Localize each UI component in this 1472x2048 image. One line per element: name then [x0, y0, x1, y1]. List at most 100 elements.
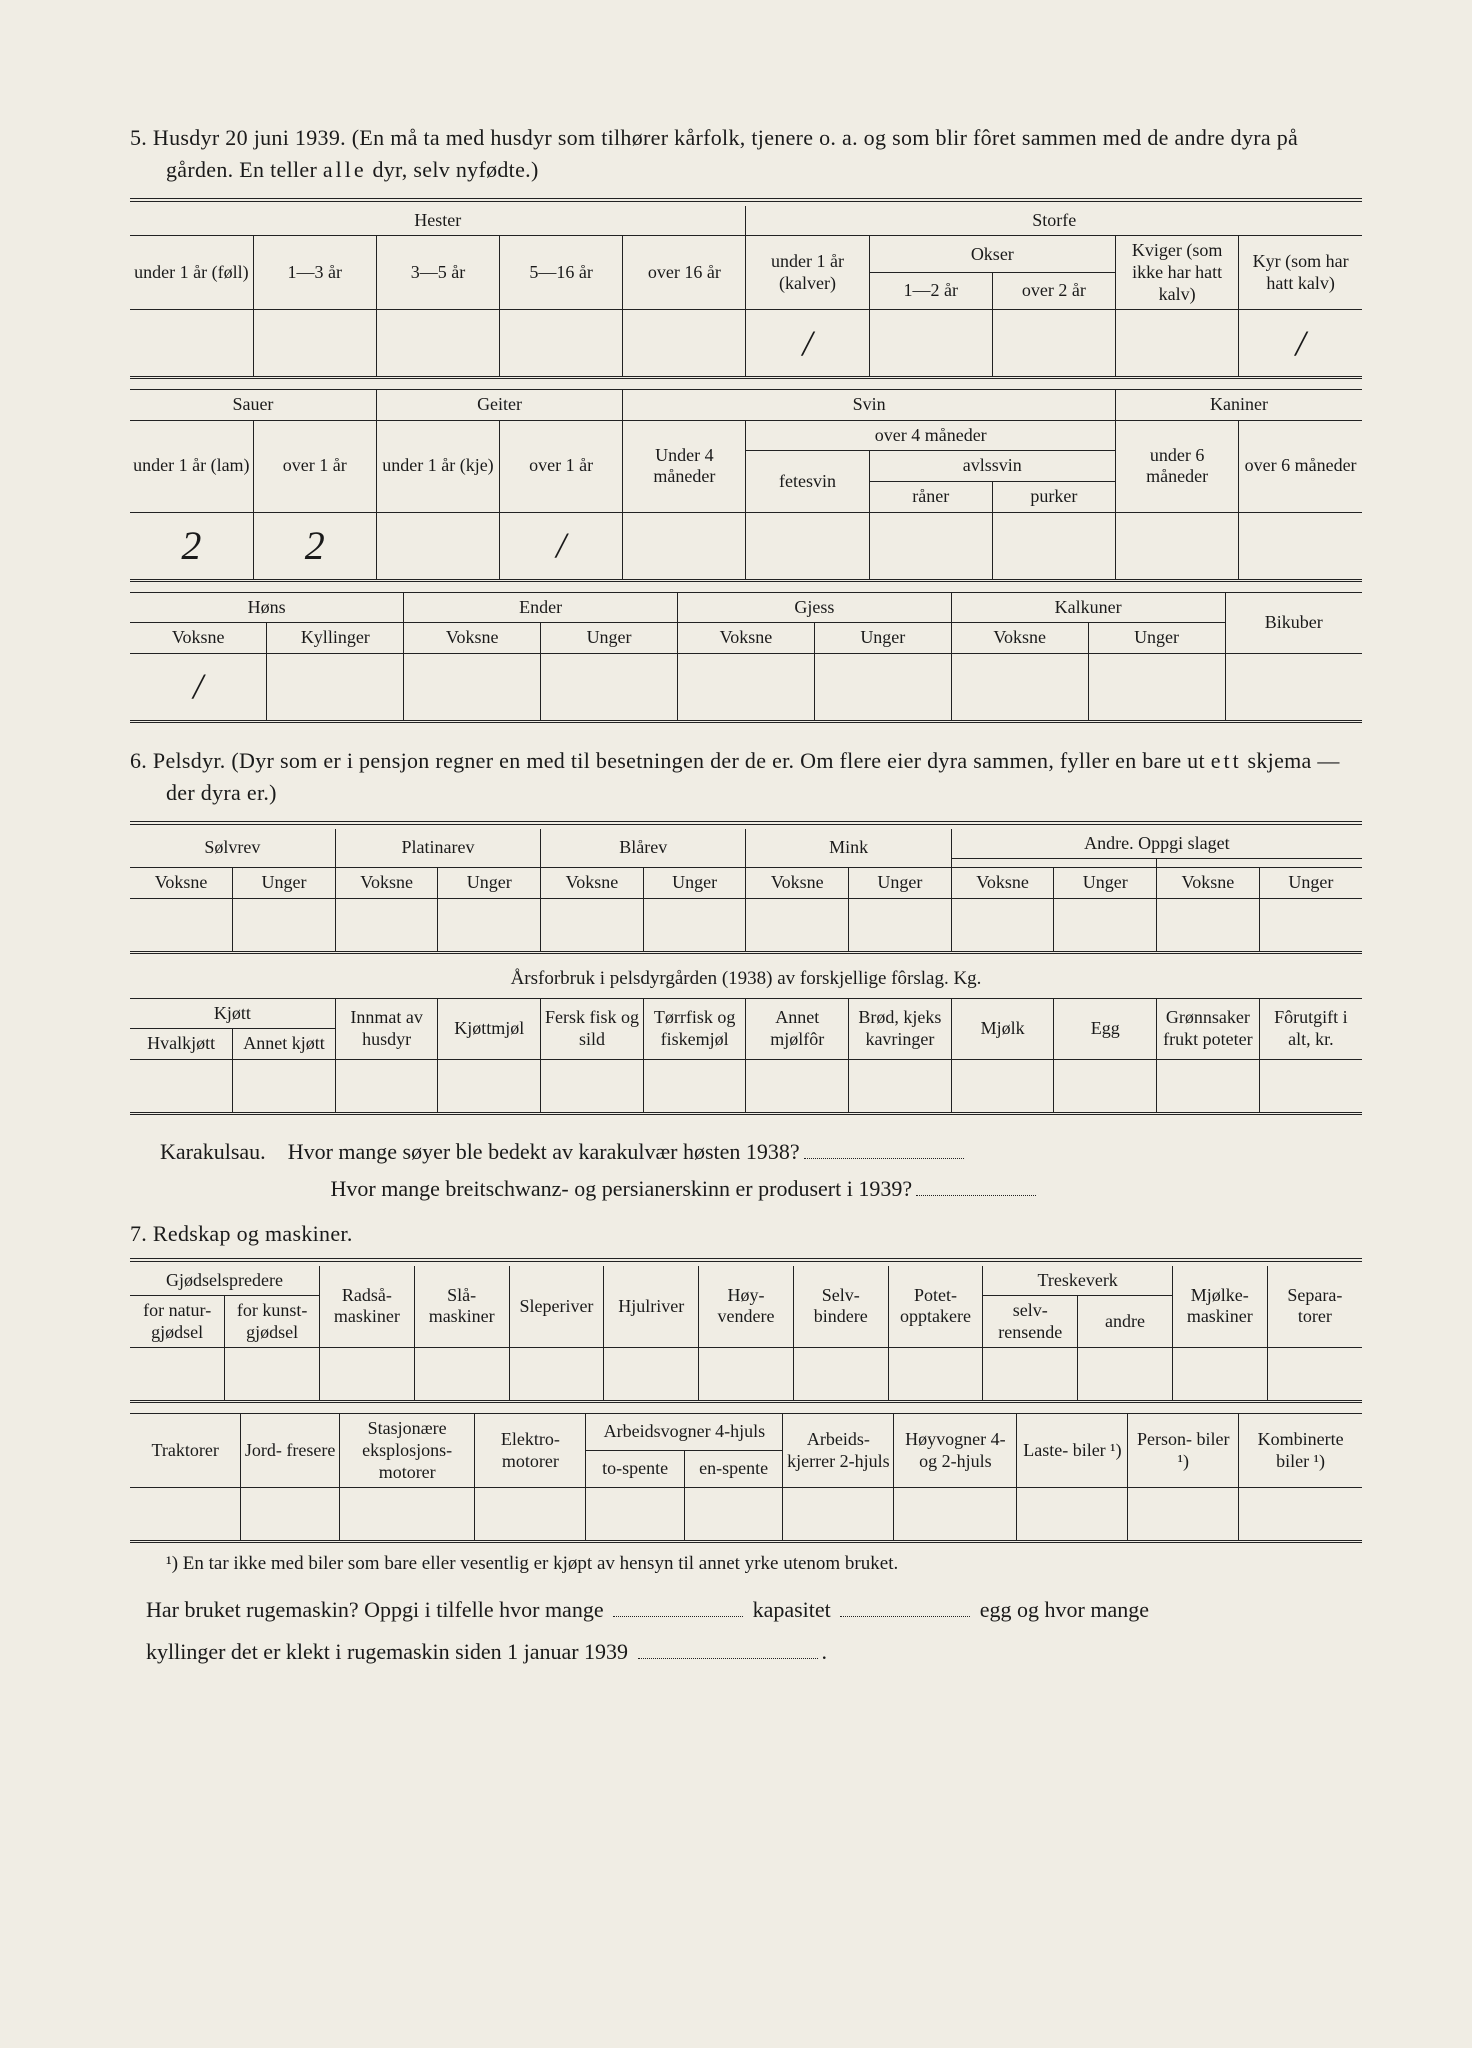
section5-note-b: dyr, selv nyfødte.)	[367, 157, 539, 182]
cell[interactable]	[604, 1348, 699, 1402]
hdr-geiter: Geiter	[376, 390, 622, 421]
cell[interactable]	[814, 653, 951, 721]
hdr-storfe: Storfe	[746, 206, 1362, 236]
form-page: 5. Husdyr 20 juni 1939. (En må ta med hu…	[0, 0, 1472, 2048]
cell[interactable]	[130, 310, 253, 378]
cell[interactable]	[241, 1488, 340, 1542]
cell[interactable]	[1054, 1059, 1157, 1113]
hdr-hester: Hester	[130, 206, 746, 236]
cell[interactable]	[746, 1059, 849, 1113]
cell[interactable]	[438, 898, 541, 952]
cell[interactable]	[1054, 898, 1157, 952]
cell[interactable]	[1157, 1059, 1260, 1113]
col-kalk-unger: Unger	[1088, 623, 1225, 654]
col-unger: Unger	[643, 868, 746, 899]
cell[interactable]	[793, 1348, 888, 1402]
andre-slag2[interactable]	[1157, 859, 1362, 868]
blank-field[interactable]	[840, 1596, 970, 1617]
cell[interactable]	[335, 1059, 438, 1113]
cell[interactable]	[253, 310, 376, 378]
cell[interactable]	[1172, 1348, 1267, 1402]
cell[interactable]	[888, 1348, 983, 1402]
cell-lam[interactable]: 2	[130, 512, 253, 580]
cell[interactable]	[339, 1488, 475, 1542]
cell-hons[interactable]: /	[130, 653, 267, 721]
cell-kalver[interactable]: /	[746, 310, 869, 378]
cell[interactable]	[1088, 653, 1225, 721]
cell[interactable]	[623, 512, 746, 580]
cell[interactable]	[1267, 1348, 1362, 1402]
hdr-kaniner: Kaniner	[1116, 390, 1363, 421]
cell[interactable]	[130, 1059, 233, 1113]
cell[interactable]	[541, 653, 678, 721]
col-hons-voksne: Voksne	[130, 623, 267, 654]
cell[interactable]	[623, 310, 746, 378]
cell[interactable]	[376, 310, 499, 378]
cell[interactable]	[500, 310, 623, 378]
cell[interactable]	[951, 898, 1054, 952]
cell[interactable]	[233, 898, 336, 952]
cell[interactable]	[130, 1488, 241, 1542]
blank-field[interactable]	[638, 1638, 818, 1659]
cell[interactable]	[1157, 898, 1260, 952]
cell[interactable]	[1078, 1348, 1173, 1402]
cell-sauer[interactable]: 2	[253, 512, 376, 580]
cell[interactable]	[746, 898, 849, 952]
cell[interactable]	[869, 310, 992, 378]
cell[interactable]	[475, 1488, 586, 1542]
cell[interactable]	[746, 512, 869, 580]
blank-field[interactable]	[916, 1175, 1036, 1196]
blank-field[interactable]	[613, 1596, 743, 1617]
cell[interactable]	[509, 1348, 604, 1402]
cell[interactable]	[438, 1059, 541, 1113]
cell[interactable]	[335, 898, 438, 952]
cell[interactable]	[541, 1059, 644, 1113]
cell[interactable]	[1017, 1488, 1128, 1542]
cell[interactable]	[894, 1488, 1017, 1542]
cell[interactable]	[951, 1059, 1054, 1113]
blank-field[interactable]	[804, 1138, 964, 1159]
cell[interactable]	[992, 310, 1115, 378]
cell[interactable]	[643, 1059, 746, 1113]
cell[interactable]	[233, 1059, 336, 1113]
cell[interactable]	[1128, 1488, 1239, 1542]
cell[interactable]	[541, 898, 644, 952]
cell[interactable]	[1259, 898, 1362, 952]
cell[interactable]	[130, 898, 233, 952]
karakul-block: Karakulsau. Hvor mange søyer ble bedekt …	[160, 1133, 1362, 1208]
hdr-mink: Mink	[746, 829, 951, 868]
cell[interactable]	[376, 512, 499, 580]
cell[interactable]	[983, 1348, 1078, 1402]
cell[interactable]	[1225, 653, 1362, 721]
cell[interactable]	[849, 898, 952, 952]
cell-geit[interactable]: /	[500, 512, 623, 580]
cell[interactable]	[678, 653, 815, 721]
cell[interactable]	[783, 1488, 894, 1542]
cell[interactable]	[684, 1488, 783, 1542]
col-kyllinger: Kyllinger	[267, 623, 404, 654]
cell[interactable]	[992, 512, 1115, 580]
cell-kyr[interactable]: /	[1239, 310, 1362, 378]
col-purker: purker	[992, 481, 1115, 512]
cell[interactable]	[225, 1348, 320, 1402]
hdr-gjodsel: Gjødselspredere	[130, 1266, 320, 1296]
cell[interactable]	[267, 653, 404, 721]
cell[interactable]	[1259, 1059, 1362, 1113]
cell[interactable]	[320, 1348, 415, 1402]
cell[interactable]	[1239, 512, 1362, 580]
cell[interactable]	[643, 898, 746, 952]
section6-num: 6.	[130, 748, 147, 773]
cell[interactable]	[1116, 310, 1239, 378]
cell[interactable]	[414, 1348, 509, 1402]
cell[interactable]	[951, 653, 1088, 721]
cell[interactable]	[849, 1059, 952, 1113]
cell[interactable]	[699, 1348, 794, 1402]
cell[interactable]	[1239, 1488, 1362, 1542]
hdr-blarev: Blårev	[541, 829, 746, 868]
cell[interactable]	[130, 1348, 225, 1402]
andre-slag1[interactable]	[951, 859, 1156, 868]
cell[interactable]	[404, 653, 541, 721]
cell[interactable]	[869, 512, 992, 580]
cell[interactable]	[586, 1488, 685, 1542]
cell[interactable]	[1116, 512, 1239, 580]
